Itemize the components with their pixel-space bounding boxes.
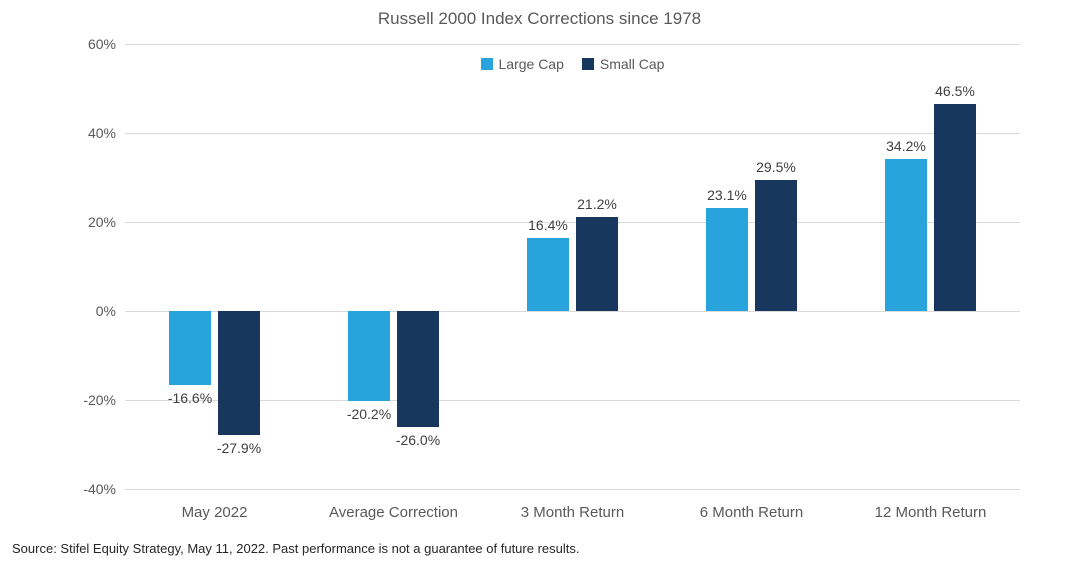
bar-small-cap <box>576 216 618 311</box>
y-axis-tick-label: 0% <box>95 303 116 319</box>
y-axis-tick-label: 20% <box>87 214 116 230</box>
value-label: 16.4% <box>528 217 568 234</box>
value-label: 46.5% <box>935 83 975 100</box>
bar-small-cap <box>218 311 260 436</box>
bar-small-cap <box>934 104 976 311</box>
value-label: -27.9% <box>216 440 262 457</box>
bar-large-cap <box>527 238 569 311</box>
legend-item-small-cap: Small Cap <box>581 56 665 72</box>
bar-small-cap <box>755 179 797 311</box>
source-note: Source: Stifel Equity Strategy, May 11, … <box>12 541 580 556</box>
legend-label: Small Cap <box>599 56 665 72</box>
bar-large-cap <box>885 158 927 311</box>
value-label: 23.1% <box>707 187 747 204</box>
gridline <box>125 400 1020 401</box>
x-axis-category-label: 6 Month Return <box>699 504 804 521</box>
legend-swatch-icon <box>581 58 594 70</box>
gridline <box>125 311 1020 312</box>
x-axis-category-label: Average Correction <box>329 504 458 521</box>
legend-item-large-cap: Large Cap <box>480 56 564 72</box>
value-label: -26.0% <box>395 431 441 448</box>
value-label: 34.2% <box>886 137 926 154</box>
gridline <box>125 222 1020 223</box>
gridline <box>125 44 1020 45</box>
chart-title: Russell 2000 Index Corrections since 197… <box>377 9 702 28</box>
bar-small-cap <box>397 311 439 427</box>
bar-large-cap <box>169 311 211 385</box>
chart-legend: Large Cap Small Cap <box>125 56 1020 72</box>
gridline <box>125 133 1020 134</box>
y-axis-tick-label: -20% <box>83 392 116 408</box>
bar-large-cap <box>706 208 748 311</box>
y-axis-tick-label: -40% <box>83 481 116 497</box>
value-label: 29.5% <box>756 158 796 175</box>
value-label: -20.2% <box>346 405 392 422</box>
gridline <box>125 489 1020 490</box>
x-axis-category-label: 3 Month Return <box>520 504 625 521</box>
x-axis-category-label: May 2022 <box>181 504 248 521</box>
y-axis-tick-label: 60% <box>87 36 116 52</box>
value-label: -16.6% <box>167 389 213 406</box>
bar-large-cap <box>348 311 390 401</box>
x-axis-category-label: 12 Month Return <box>874 504 987 521</box>
legend-swatch-icon <box>480 58 493 70</box>
legend-label: Large Cap <box>498 56 564 72</box>
y-axis-tick-label: 40% <box>87 125 116 141</box>
value-label: 21.2% <box>577 195 617 212</box>
